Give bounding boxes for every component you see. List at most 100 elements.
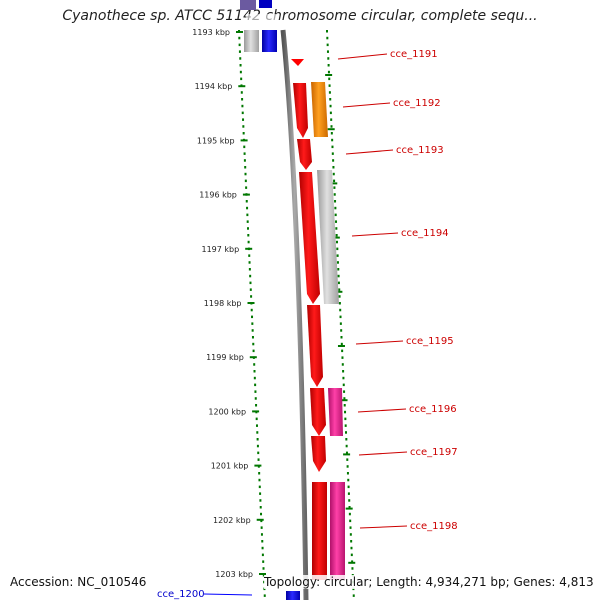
left-ruler-dot <box>244 179 247 183</box>
right-ruler-dot <box>331 152 334 155</box>
right-ruler-dot <box>332 166 335 169</box>
gene-cce-1196[interactable] <box>328 388 343 436</box>
gene-cce-1197[interactable] <box>311 436 326 472</box>
right-ruler-dot <box>333 193 336 196</box>
right-ruler-dot <box>340 336 343 339</box>
right-ruler-dot <box>344 410 347 414</box>
right-ruler-dot <box>340 329 343 332</box>
kbp-tick-label: 1195 kbp <box>197 136 235 145</box>
left-ruler-dot <box>244 172 247 176</box>
right-ruler-dot <box>349 519 352 523</box>
gene-cce-1198-red[interactable] <box>312 482 327 580</box>
partial-feature-top <box>240 0 277 52</box>
right-ruler-dot <box>347 492 350 495</box>
right-ruler-dot <box>333 186 336 189</box>
left-ruler-dot <box>252 342 255 346</box>
left-ruler-dot <box>257 458 260 461</box>
right-ruler-dot <box>344 424 347 427</box>
left-ruler-dot <box>241 98 244 101</box>
gene-cce-1193[interactable] <box>297 139 312 170</box>
right-ruler-dot <box>343 404 346 407</box>
left-ruler-dot <box>242 132 245 135</box>
left-ruler-dot <box>263 594 266 597</box>
left-ruler-dot <box>258 485 261 489</box>
gene-cce-1198[interactable] <box>330 482 345 580</box>
left-ruler-dot <box>249 288 252 291</box>
right-ruler-dot <box>330 125 333 128</box>
left-ruler-dot <box>240 77 243 81</box>
right-ruler-dot <box>326 43 329 47</box>
right-ruler-dot <box>337 274 340 278</box>
gene-label[interactable]: cce_1197 <box>410 447 458 458</box>
left-ruler-dot <box>245 200 248 203</box>
left-ruler-dot <box>255 424 258 427</box>
left-ruler-dot <box>243 152 246 155</box>
right-ruler-dot <box>347 478 350 482</box>
left-ruler-dot <box>256 444 259 448</box>
right-ruler-dot <box>333 179 336 183</box>
right-ruler-dot <box>327 70 330 74</box>
gene-cce-1192-red[interactable] <box>293 83 308 138</box>
kbp-tick-label: 1199 kbp <box>206 353 244 362</box>
kbp-tick-label: 1200 kbp <box>208 407 246 416</box>
right-ruler-dot <box>339 315 342 319</box>
right-ruler-dot <box>342 376 345 380</box>
left-ruler-dot <box>258 472 261 475</box>
gene-label[interactable]: cce_1194 <box>401 228 449 239</box>
gene-cce-1196-red[interactable] <box>310 388 326 436</box>
left-ruler-dot <box>251 315 254 319</box>
gene-cce-1200[interactable] <box>286 591 300 600</box>
right-ruler-dot <box>331 145 334 149</box>
kbp-tick-label: 1202 kbp <box>213 516 251 525</box>
left-ruler-dot <box>246 213 249 217</box>
gene-label[interactable]: cce_1195 <box>406 336 454 347</box>
left-ruler-dot <box>260 512 263 516</box>
gene-label[interactable]: cce_1192 <box>393 98 441 109</box>
left-ruler-dot <box>239 64 242 67</box>
kbp-tick-label: 1196 kbp <box>199 191 237 200</box>
kbp-tick-label: 1193 kbp <box>192 28 230 37</box>
left-ruler-dot <box>251 336 254 339</box>
left-ruler-dot <box>242 125 245 128</box>
right-ruler-dot <box>349 533 352 536</box>
gene-label[interactable]: cce_1193 <box>396 145 444 156</box>
left-ruler-dot <box>246 220 249 223</box>
right-ruler-dot <box>337 281 340 285</box>
gene-leader-line <box>342 102 391 108</box>
gene-label[interactable]: cce_1200 <box>157 589 205 600</box>
gene-cce-1191[interactable] <box>291 59 304 66</box>
right-ruler-dot <box>326 30 328 33</box>
right-ruler-dot <box>332 159 335 162</box>
right-ruler-dot <box>336 247 339 251</box>
left-ruler-dot <box>262 560 265 563</box>
left-ruler-dot <box>259 499 262 502</box>
right-ruler-dot <box>330 118 333 121</box>
right-ruler-dot <box>328 91 331 94</box>
left-ruler-dot <box>238 43 241 47</box>
left-ruler-dot <box>248 254 251 257</box>
gene-label[interactable]: cce_1191 <box>390 49 438 60</box>
left-ruler-dot <box>250 308 253 312</box>
gene-cce-1194[interactable] <box>317 170 339 304</box>
gene-label[interactable]: cce_1196 <box>409 404 457 415</box>
right-ruler-dot <box>350 553 353 557</box>
gene-cce-1194-red[interactable] <box>299 172 320 304</box>
left-ruler-dot <box>249 274 252 278</box>
right-ruler-dot <box>326 36 329 40</box>
right-ruler-dot <box>339 322 342 325</box>
right-ruler-dot <box>329 104 332 108</box>
left-ruler-dot <box>262 567 265 570</box>
left-ruler-dot <box>255 417 258 421</box>
gene-cce-1192[interactable] <box>311 82 328 137</box>
gene-label[interactable]: cce_1198 <box>410 521 458 532</box>
right-ruler-dot <box>335 234 338 237</box>
left-ruler-dot <box>256 438 259 441</box>
right-ruler-dot <box>340 342 343 346</box>
left-ruler-dot <box>262 574 265 577</box>
gene-cce-1195[interactable] <box>307 305 323 387</box>
topology-text: Topology: circular; Length: 4,934,271 bp… <box>264 575 594 589</box>
right-ruler-dot <box>329 98 332 101</box>
left-ruler-dot <box>251 329 254 332</box>
left-ruler-dot <box>261 540 264 543</box>
